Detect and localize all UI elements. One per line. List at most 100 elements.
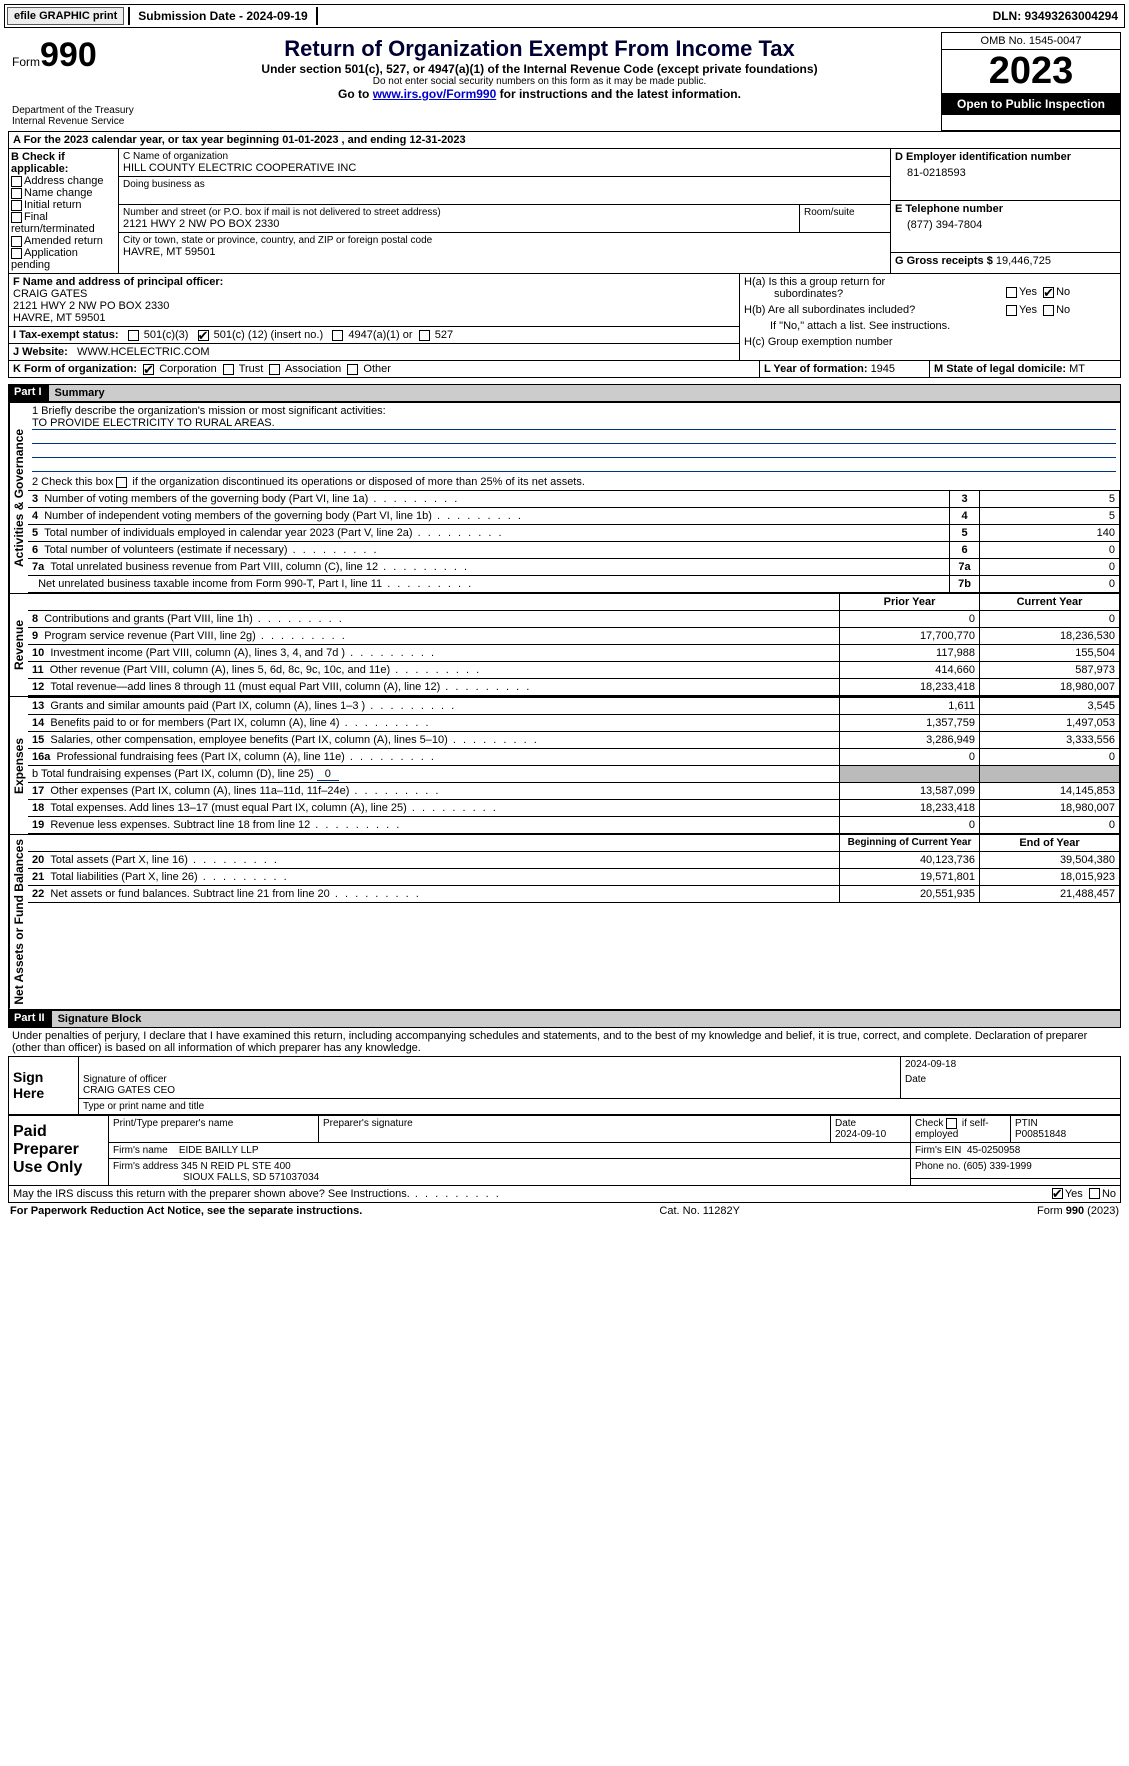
cb-discontinued[interactable]	[116, 477, 127, 488]
firm-name: EIDE BAILLY LLP	[179, 1145, 259, 1156]
room-label: Room/suite	[804, 207, 886, 218]
fh-block: F Name and address of principal officer:…	[8, 273, 1121, 360]
phone-label: E Telephone number	[895, 203, 1116, 215]
klm-row: K Form of organization: Corporation Trus…	[8, 360, 1121, 378]
goto-suffix: for instructions and the latest informat…	[496, 87, 741, 101]
table-row: 4 Number of independent voting members o…	[28, 508, 1120, 525]
submission-date: Submission Date - 2024-09-19	[132, 7, 313, 25]
row-current: 587,973	[980, 662, 1120, 679]
form-label: Form	[12, 55, 40, 69]
table-row: 11 Other revenue (Part VIII, column (A),…	[28, 662, 1120, 679]
omb-number: OMB No. 1545-0047	[942, 33, 1120, 50]
cb-app-pending[interactable]: Application pending	[11, 247, 116, 271]
footer: For Paperwork Reduction Act Notice, see …	[0, 1203, 1129, 1219]
cb-address-change[interactable]: Address change	[11, 175, 116, 187]
ha-no[interactable]	[1043, 287, 1054, 298]
cb-final-return[interactable]: Final return/terminated	[11, 211, 116, 235]
cb-501c3[interactable]	[128, 330, 139, 341]
row-value: 140	[980, 525, 1120, 542]
blank-line	[32, 458, 1116, 472]
firm-phone-label: Phone no.	[915, 1161, 961, 1172]
part1-netassets: Net Assets or Fund Balances Beginning of…	[8, 835, 1121, 1010]
divider	[316, 7, 318, 25]
line2-label-pre: 2 Check this box	[32, 476, 116, 488]
blank-line	[32, 430, 1116, 444]
street: 2121 HWY 2 NW PO BOX 2330	[123, 218, 795, 230]
efile-print-button[interactable]: efile GRAPHIC print	[7, 7, 124, 25]
line1-value: TO PROVIDE ELECTRICITY TO RURAL AREAS.	[32, 417, 1116, 430]
line-a: A For the 2023 calendar year, or tax yea…	[8, 131, 1121, 148]
row-box: 6	[950, 542, 980, 559]
row-box: 7b	[950, 576, 980, 593]
officer-name: CRAIG GATES	[13, 288, 735, 300]
sig-officer-label: Signature of officer	[83, 1074, 896, 1085]
row-prior: 19,571,801	[840, 869, 980, 886]
lbl-corp: Corporation	[159, 363, 216, 375]
cb-initial-return[interactable]: Initial return	[11, 199, 116, 211]
table-row: Net unrelated business taxable income fr…	[28, 576, 1120, 593]
box-b-title: B Check if applicable:	[11, 151, 116, 175]
table-row: 13 Grants and similar amounts paid (Part…	[28, 698, 1120, 715]
row-label: 9 Program service revenue (Part VIII, li…	[28, 628, 840, 645]
cb-trust[interactable]	[223, 364, 234, 375]
form-org-label: K Form of organization:	[13, 363, 137, 375]
sign-here-label: Sign Here	[9, 1056, 79, 1114]
lbl-trust: Trust	[239, 363, 264, 375]
row-label: 8 Contributions and grants (Part VIII, l…	[28, 611, 840, 628]
cb-other[interactable]	[347, 364, 358, 375]
lbl-501c3: 501(c)(3)	[144, 329, 189, 341]
sig-name-label: Type or print name and title	[79, 1098, 1121, 1114]
cb-amended[interactable]: Amended return	[11, 235, 116, 247]
hb-no[interactable]	[1043, 305, 1054, 316]
divider	[128, 7, 130, 25]
row-prior: 0	[840, 817, 980, 834]
row-label: 22 Net assets or fund balances. Subtract…	[28, 886, 840, 903]
row-current: 0	[980, 611, 1120, 628]
table-row: 21 Total liabilities (Part X, line 26) 1…	[28, 869, 1120, 886]
table-row: 14 Benefits paid to or for members (Part…	[28, 715, 1120, 732]
cb-corp[interactable]	[143, 364, 154, 375]
irs-link[interactable]: www.irs.gov/Form990	[373, 87, 497, 101]
hb-yes[interactable]	[1006, 305, 1017, 316]
cb-name-change[interactable]: Name change	[11, 187, 116, 199]
form-title: Return of Organization Exempt From Incom…	[142, 36, 937, 62]
cb-527[interactable]	[419, 330, 430, 341]
col-end: End of Year	[980, 835, 1120, 852]
cb-4947[interactable]	[332, 330, 343, 341]
row-current: 21,488,457	[980, 886, 1120, 903]
ha-yes[interactable]	[1006, 287, 1017, 298]
discuss-no[interactable]	[1089, 1188, 1100, 1199]
ssn-note: Do not enter social security numbers on …	[142, 76, 937, 87]
blank-line	[32, 444, 1116, 458]
goto-line: Go to www.irs.gov/Form990 for instructio…	[142, 87, 937, 101]
col-begin: Beginning of Current Year	[840, 835, 980, 852]
firm-phone: (605) 339-1999	[963, 1161, 1031, 1172]
part1-body: Activities & Governance 1 Briefly descri…	[8, 402, 1121, 594]
row-value: 0	[980, 576, 1120, 593]
row-label: 11 Other revenue (Part VIII, column (A),…	[28, 662, 840, 679]
row-current: 1,497,053	[980, 715, 1120, 732]
section-governance: Activities & Governance	[9, 403, 28, 593]
yes-label: Yes	[1019, 286, 1037, 298]
cb-501c[interactable]	[198, 330, 209, 341]
discuss-yes[interactable]	[1052, 1188, 1063, 1199]
box-h: H(a) Is this a group return for subordin…	[740, 274, 1120, 360]
col-prior: Prior Year	[840, 594, 980, 611]
row-prior: 20,551,935	[840, 886, 980, 903]
preparer-table: Paid Preparer Use Only Print/Type prepar…	[8, 1115, 1121, 1186]
lbl-501c-num: 12	[252, 329, 264, 341]
cb-self-employed[interactable]	[946, 1118, 957, 1129]
tax-status-label: I Tax-exempt status:	[13, 329, 119, 341]
row-label: 16a Professional fundraising fees (Part …	[28, 749, 840, 766]
part1-title: Summary	[48, 384, 1121, 402]
cb-assoc[interactable]	[269, 364, 280, 375]
gross-label: G Gross receipts $	[895, 255, 996, 267]
form-header: Form990 Department of the Treasury Inter…	[8, 32, 1121, 131]
part1-header: Part I Summary	[8, 384, 1121, 402]
row-label: 10 Investment income (Part VIII, column …	[28, 645, 840, 662]
firm-name-label: Firm's name	[113, 1145, 168, 1156]
row-label: 7a Total unrelated business revenue from…	[28, 559, 950, 576]
street-label: Number and street (or P.O. box if mail i…	[123, 207, 795, 218]
table-row: 15 Salaries, other compensation, employe…	[28, 732, 1120, 749]
officer-label: F Name and address of principal officer:	[13, 276, 735, 288]
